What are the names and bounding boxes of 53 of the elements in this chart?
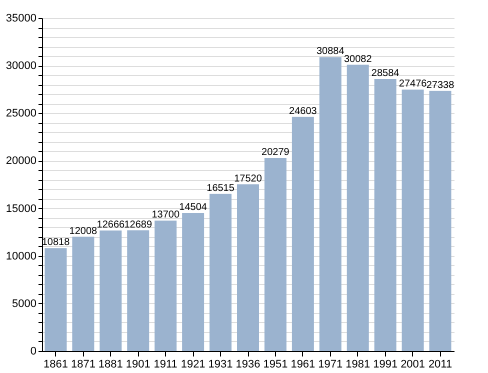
x-tick-label: 2001 <box>400 358 426 370</box>
bar <box>154 220 177 351</box>
data-label: 14504 <box>179 202 208 214</box>
x-tick-label: 1936 <box>236 358 260 370</box>
x-tick-label: 1951 <box>263 358 288 370</box>
bar <box>44 248 67 351</box>
data-label: 16515 <box>206 182 235 194</box>
y-tick-label: 5000 <box>12 298 36 310</box>
y-tick-label: 20000 <box>6 155 36 168</box>
bar <box>127 230 150 351</box>
y-tick-label: 35000 <box>6 12 36 24</box>
x-tick-label: 1901 <box>126 358 150 370</box>
bar <box>319 57 342 351</box>
data-label: 27476 <box>398 78 428 90</box>
bar <box>264 158 286 351</box>
x-tick-label: 1861 <box>43 358 68 370</box>
bar <box>237 184 259 351</box>
y-tick-label: 25000 <box>6 108 36 120</box>
bar <box>72 236 94 351</box>
data-label: 27338 <box>426 80 455 91</box>
data-label: 17520 <box>234 173 262 184</box>
data-label: 28584 <box>371 68 400 80</box>
data-label: 12008 <box>69 226 98 237</box>
data-label: 12666 <box>96 219 126 230</box>
x-tick-label: 1921 <box>180 358 206 370</box>
bar <box>100 230 122 351</box>
y-tick-label: 15000 <box>6 202 36 215</box>
x-tick-label: 1971 <box>318 358 343 370</box>
bar <box>429 90 452 351</box>
bar <box>402 90 424 351</box>
x-tick-label: 1981 <box>346 358 370 370</box>
x-tick-label: 2011 <box>428 358 452 370</box>
x-tick-label: 1881 <box>98 358 123 370</box>
bar <box>292 116 314 351</box>
y-tick-label: 10000 <box>6 250 36 262</box>
data-label: 30884 <box>316 46 345 58</box>
data-label: 30082 <box>344 54 372 65</box>
x-tick-label: 1871 <box>70 358 96 370</box>
data-label: 10818 <box>42 237 70 248</box>
bar <box>346 64 369 351</box>
data-label: 12689 <box>124 219 152 230</box>
x-tick-label: 1911 <box>154 358 178 370</box>
x-tick-label: 1931 <box>208 358 233 370</box>
bar <box>210 194 232 351</box>
data-label: 20279 <box>262 147 290 158</box>
bar <box>182 213 204 351</box>
x-tick-label: 1991 <box>373 358 398 370</box>
y-tick-label: 30000 <box>6 60 36 72</box>
y-tick-label: 0 <box>30 346 36 358</box>
bar <box>374 79 396 351</box>
x-tick-label: 1961 <box>290 358 316 370</box>
data-label: 24603 <box>289 106 318 117</box>
data-label: 13700 <box>152 210 180 221</box>
